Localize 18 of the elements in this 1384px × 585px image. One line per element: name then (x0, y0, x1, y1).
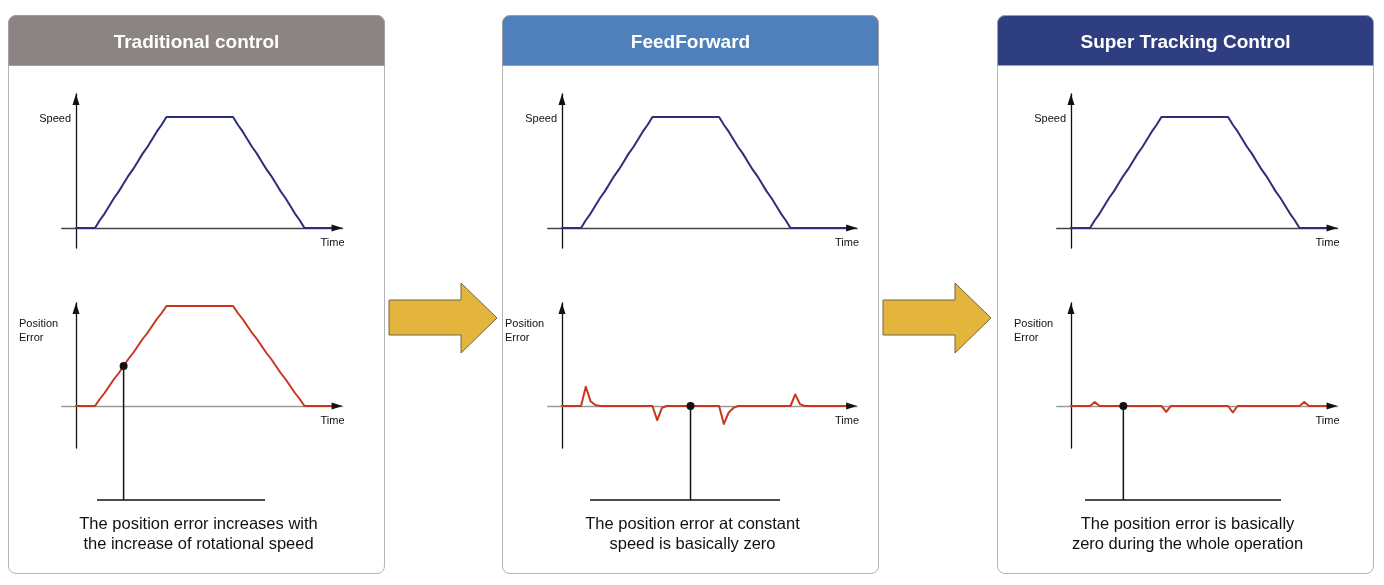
chart-title: FeedForward (502, 15, 879, 66)
chart-title: Traditional control (8, 15, 385, 66)
text: The position error is basically zero during the whole operation (1070, 513, 1305, 553)
y-axis-title: Position Error (19, 316, 60, 344)
x-axis-title: Time (320, 413, 345, 427)
x-axis-title: Time (1315, 413, 1340, 427)
chart-title: Super Tracking Control (997, 15, 1374, 66)
x-axis-title: Time (1315, 235, 1340, 249)
y-axis-title: Speed (1034, 111, 1066, 125)
text: The position error at constant speed is basically zero (584, 513, 801, 553)
text: The position error increases with the increase of rotational speed (78, 513, 319, 553)
x-axis-title: Time (835, 235, 860, 249)
y-axis-title: Position Error (505, 316, 546, 344)
y-axis-title: Speed (39, 111, 71, 125)
x-axis-title: Time (320, 235, 345, 249)
y-axis-title: Speed (525, 111, 557, 125)
x-axis-title: Time (835, 413, 860, 427)
y-axis-title: Position Error (1014, 316, 1055, 344)
